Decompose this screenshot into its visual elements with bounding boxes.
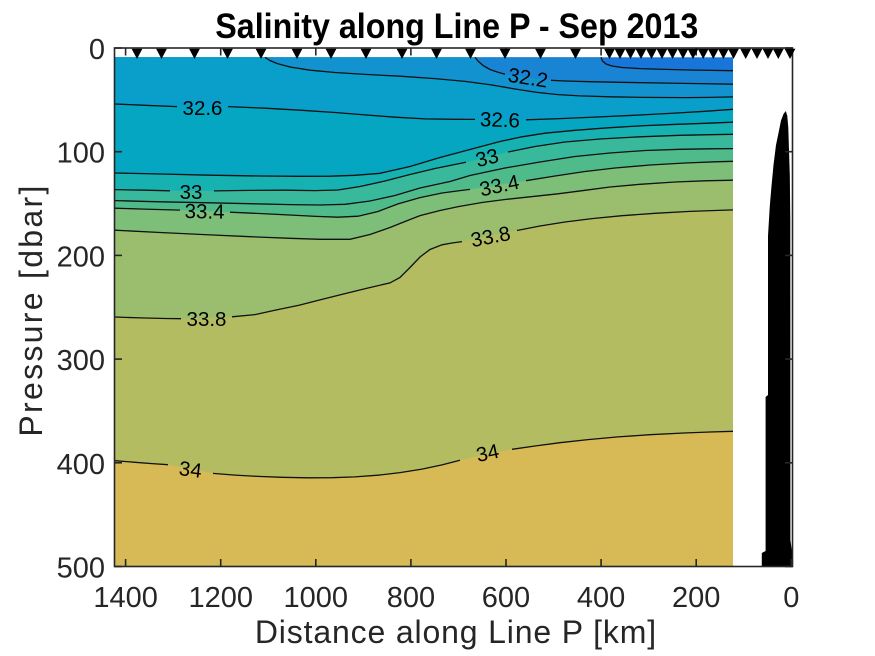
svg-text:200: 200 (672, 582, 720, 614)
svg-text:33: 33 (180, 181, 203, 204)
svg-text:33.8: 33.8 (187, 308, 227, 331)
svg-text:Salinity along Line P - Sep 20: Salinity along Line P - Sep 2013 (215, 7, 698, 46)
svg-text:1000: 1000 (284, 582, 349, 614)
svg-text:600: 600 (482, 582, 530, 614)
svg-text:Distance along Line P [km]: Distance along Line P [km] (255, 614, 657, 650)
svg-text:0: 0 (89, 34, 105, 66)
svg-text:0: 0 (783, 582, 799, 614)
svg-text:34: 34 (474, 440, 501, 467)
svg-text:32.6: 32.6 (183, 97, 223, 120)
svg-text:33: 33 (473, 144, 501, 172)
svg-text:32.6: 32.6 (480, 108, 521, 132)
svg-text:1400: 1400 (93, 582, 158, 614)
svg-text:34: 34 (178, 457, 203, 483)
svg-text:800: 800 (387, 582, 435, 614)
svg-text:300: 300 (57, 345, 105, 377)
svg-text:400: 400 (57, 449, 105, 481)
svg-text:Pressure [dbar]: Pressure [dbar] (13, 183, 49, 436)
svg-text:100: 100 (57, 138, 105, 170)
svg-text:33.4: 33.4 (184, 200, 224, 224)
svg-text:200: 200 (57, 241, 105, 273)
svg-text:400: 400 (577, 582, 625, 614)
svg-text:1200: 1200 (188, 582, 253, 614)
svg-text:500: 500 (57, 553, 105, 585)
